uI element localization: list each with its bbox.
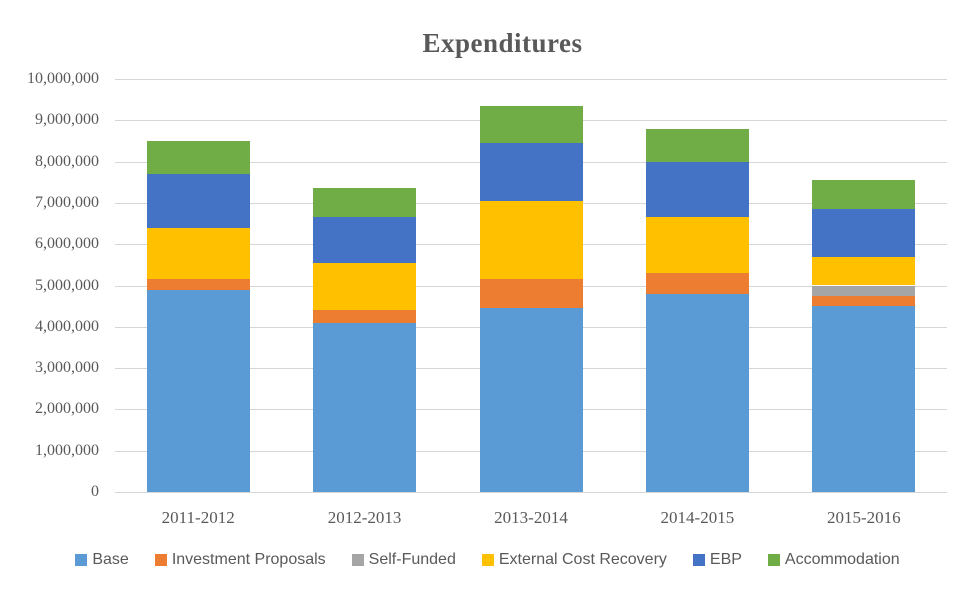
- y-axis-tick-label: 3,000,000: [35, 359, 99, 376]
- bar-segment-external-cost-recovery-2013-2014: [480, 200, 583, 280]
- x-axis-label-2012-2013: 2012-2013: [327, 508, 402, 527]
- y-axis-tick-label: 8,000,000: [35, 153, 99, 170]
- legend-swatch-ebp: [692, 554, 705, 566]
- chart-title: Expenditures: [422, 28, 583, 58]
- legend-swatch-investment-proposals: [154, 554, 167, 566]
- bar-segment-base-2015-2016: [812, 306, 915, 492]
- y-axis-tick-label: 1,000,000: [35, 442, 99, 459]
- y-axis-tick-label: 7,000,000: [35, 194, 99, 211]
- y-axis-tick-label: 9,000,000: [35, 111, 99, 128]
- y-axis-tick-label: 5,000,000: [35, 277, 99, 294]
- bar-segment-ebp-2013-2014: [480, 143, 583, 201]
- bar-segment-external-cost-recovery-2012-2013: [313, 262, 416, 311]
- legend-swatch-accommodation: [767, 554, 780, 566]
- bar-segment-ebp-2011-2012: [147, 173, 250, 228]
- y-axis-tick-label: 6,000,000: [35, 235, 99, 252]
- bar-segment-accommodation-2012-2013: [313, 188, 416, 218]
- legend-item-investment-proposals: Investment Proposals: [154, 551, 326, 569]
- x-axis-label-2015-2016: 2015-2016: [826, 508, 901, 527]
- legend-label: Investment Proposals: [171, 551, 326, 568]
- bar-segment-ebp-2012-2013: [313, 217, 416, 263]
- legend-label: External Cost Recovery: [498, 551, 667, 568]
- bar-segment-ebp-2014-2015: [646, 161, 749, 218]
- legend: Base Investment Proposals Self-Funded Exter…: [0, 548, 975, 572]
- bar-segment-ebp-2015-2016: [812, 209, 915, 257]
- legend-item-external-cost-recovery: External Cost Recovery: [481, 551, 667, 569]
- y-axis-tick-label: 4,000,000: [35, 318, 99, 335]
- legend-label: EBP: [709, 551, 742, 568]
- x-axis-label-2011-2012: 2011-2012: [161, 508, 235, 527]
- bar-segment-accommodation-2011-2012: [147, 140, 250, 174]
- legend-swatch-base: [75, 554, 88, 566]
- legend-label: Base: [92, 551, 129, 568]
- legend-label: Accommodation: [784, 551, 900, 568]
- x-axis-label-2013-2014: 2013-2014: [494, 508, 568, 527]
- bar-segment-external-cost-recovery-2011-2012: [147, 227, 250, 280]
- bar-segment-external-cost-recovery-2014-2015: [646, 217, 749, 274]
- legend-item-base: Base: [75, 551, 129, 569]
- bar-segment-base-2013-2014: [480, 308, 583, 492]
- y-axis-tick-label: 0: [91, 483, 99, 500]
- bar-segment-investment-proposals-2015-2016: [812, 295, 915, 307]
- bar-segment-investment-proposals-2013-2014: [480, 279, 583, 309]
- gridline: [115, 492, 947, 493]
- gridline: [115, 79, 947, 80]
- legend-item-self-funded: Self-Funded: [351, 551, 456, 569]
- legend-label: Self-Funded: [368, 551, 456, 568]
- y-axis-tick-label: 2,000,000: [35, 400, 99, 417]
- legend-swatch-self-funded: [351, 554, 364, 566]
- bar-segment-base-2014-2015: [646, 293, 749, 492]
- legend-item-ebp: EBP: [692, 551, 742, 569]
- bar-segment-accommodation-2015-2016: [812, 180, 915, 210]
- bar-segment-self-funded-2015-2016: [812, 285, 915, 296]
- legend-item-accommodation: Accommodation: [767, 551, 900, 569]
- bar-segment-accommodation-2014-2015: [646, 128, 749, 162]
- bar-segment-investment-proposals-2011-2012: [147, 279, 250, 290]
- legend-swatch-external-cost-recovery: [481, 554, 494, 566]
- bar-segment-base-2012-2013: [313, 322, 416, 492]
- bar-segment-investment-proposals-2014-2015: [646, 273, 749, 294]
- y-axis-tick-label: 10,000,000: [27, 70, 99, 87]
- x-axis-label-2014-2015: 2014-2015: [660, 508, 735, 527]
- bar-segment-external-cost-recovery-2015-2016: [812, 256, 915, 286]
- bar-segment-accommodation-2013-2014: [480, 105, 583, 143]
- bar-segment-investment-proposals-2012-2013: [313, 310, 416, 323]
- bar-segment-base-2011-2012: [147, 289, 250, 492]
